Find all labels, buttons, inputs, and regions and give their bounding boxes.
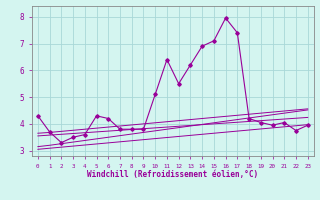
X-axis label: Windchill (Refroidissement éolien,°C): Windchill (Refroidissement éolien,°C) <box>87 170 258 179</box>
